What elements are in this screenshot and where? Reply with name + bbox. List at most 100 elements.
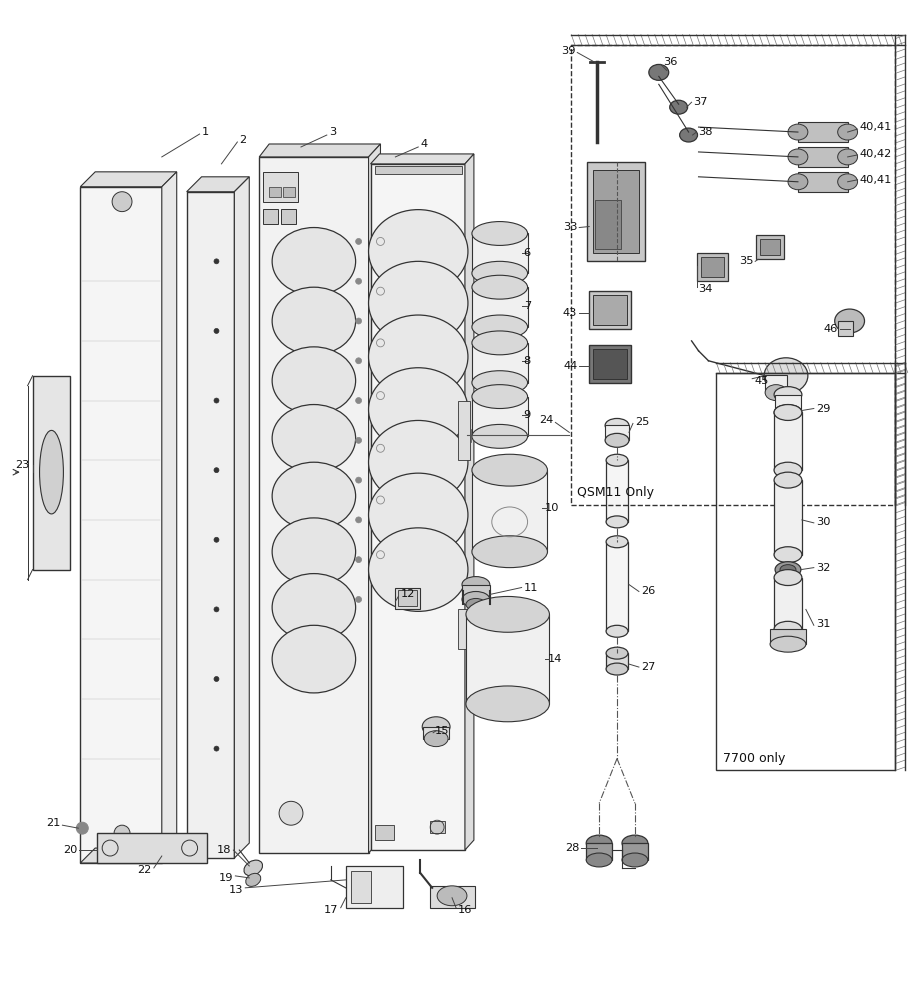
- Bar: [798, 122, 847, 142]
- Ellipse shape: [774, 472, 802, 488]
- Ellipse shape: [114, 825, 130, 841]
- Bar: [466, 614, 550, 704]
- Bar: [770, 629, 806, 644]
- Bar: [33, 376, 71, 570]
- Bar: [345, 866, 403, 908]
- Text: 43: 43: [563, 308, 577, 318]
- Ellipse shape: [424, 731, 448, 747]
- Bar: [431, 821, 445, 833]
- Text: 15: 15: [435, 726, 450, 736]
- Bar: [472, 397, 528, 436]
- Ellipse shape: [279, 801, 303, 825]
- Bar: [458, 609, 470, 649]
- Ellipse shape: [606, 625, 628, 637]
- Ellipse shape: [622, 835, 648, 851]
- Ellipse shape: [472, 424, 528, 448]
- Ellipse shape: [472, 371, 528, 395]
- Ellipse shape: [368, 420, 468, 504]
- Ellipse shape: [780, 565, 796, 575]
- Text: 4: 4: [420, 139, 428, 149]
- Bar: [351, 871, 371, 903]
- Ellipse shape: [680, 128, 698, 142]
- Bar: [472, 287, 528, 327]
- Ellipse shape: [355, 238, 362, 244]
- Ellipse shape: [606, 663, 628, 675]
- Ellipse shape: [472, 536, 548, 568]
- Text: 2: 2: [239, 135, 246, 145]
- Ellipse shape: [472, 385, 528, 409]
- Text: 22: 22: [137, 865, 152, 875]
- Ellipse shape: [214, 398, 219, 403]
- Bar: [472, 233, 528, 273]
- Text: 17: 17: [324, 905, 339, 915]
- Bar: [701, 257, 725, 277]
- Ellipse shape: [272, 625, 355, 693]
- Text: 19: 19: [219, 873, 234, 883]
- Ellipse shape: [472, 222, 528, 245]
- Text: 24: 24: [540, 415, 553, 425]
- Ellipse shape: [272, 518, 355, 586]
- Bar: [774, 480, 802, 555]
- Bar: [589, 345, 631, 383]
- Ellipse shape: [368, 368, 468, 451]
- Ellipse shape: [368, 528, 468, 611]
- Ellipse shape: [670, 100, 688, 114]
- Ellipse shape: [788, 174, 808, 190]
- Ellipse shape: [355, 398, 362, 404]
- Ellipse shape: [472, 454, 548, 486]
- Ellipse shape: [838, 174, 857, 190]
- Bar: [97, 833, 206, 863]
- Ellipse shape: [355, 318, 362, 324]
- Polygon shape: [81, 172, 177, 187]
- Ellipse shape: [834, 309, 865, 333]
- Ellipse shape: [774, 621, 802, 637]
- Bar: [696, 253, 728, 281]
- Bar: [263, 209, 278, 224]
- Bar: [765, 375, 787, 393]
- Ellipse shape: [355, 278, 362, 284]
- Ellipse shape: [788, 149, 808, 165]
- Ellipse shape: [355, 477, 362, 483]
- Text: 34: 34: [699, 284, 713, 294]
- Text: 26: 26: [641, 586, 655, 596]
- Text: 36: 36: [663, 57, 677, 67]
- Ellipse shape: [244, 860, 263, 876]
- Text: 45: 45: [754, 376, 769, 386]
- Ellipse shape: [472, 331, 528, 355]
- Bar: [572, 45, 895, 505]
- Ellipse shape: [770, 636, 806, 652]
- Ellipse shape: [774, 547, 802, 563]
- Bar: [462, 585, 490, 599]
- Bar: [798, 147, 847, 167]
- Bar: [594, 295, 627, 325]
- Bar: [798, 172, 847, 192]
- Ellipse shape: [838, 149, 857, 165]
- Bar: [606, 460, 628, 522]
- Ellipse shape: [214, 259, 219, 264]
- Ellipse shape: [272, 574, 355, 641]
- Text: 23: 23: [15, 460, 29, 470]
- Ellipse shape: [466, 596, 550, 632]
- Ellipse shape: [368, 210, 468, 293]
- Bar: [605, 425, 629, 440]
- Text: 20: 20: [63, 845, 77, 855]
- Ellipse shape: [272, 287, 355, 355]
- Ellipse shape: [355, 557, 362, 563]
- Polygon shape: [234, 177, 249, 858]
- Ellipse shape: [774, 405, 802, 420]
- Ellipse shape: [649, 64, 669, 80]
- Ellipse shape: [775, 562, 801, 578]
- Text: 11: 11: [524, 583, 538, 593]
- Text: 21: 21: [46, 818, 60, 828]
- Ellipse shape: [622, 853, 648, 867]
- Text: 7: 7: [524, 301, 531, 311]
- Ellipse shape: [606, 647, 628, 659]
- Ellipse shape: [774, 387, 802, 403]
- Ellipse shape: [586, 853, 612, 867]
- Ellipse shape: [39, 430, 63, 514]
- Text: 1: 1: [202, 127, 209, 137]
- Ellipse shape: [272, 462, 355, 530]
- Ellipse shape: [838, 124, 857, 140]
- Bar: [589, 291, 631, 329]
- Bar: [594, 170, 638, 253]
